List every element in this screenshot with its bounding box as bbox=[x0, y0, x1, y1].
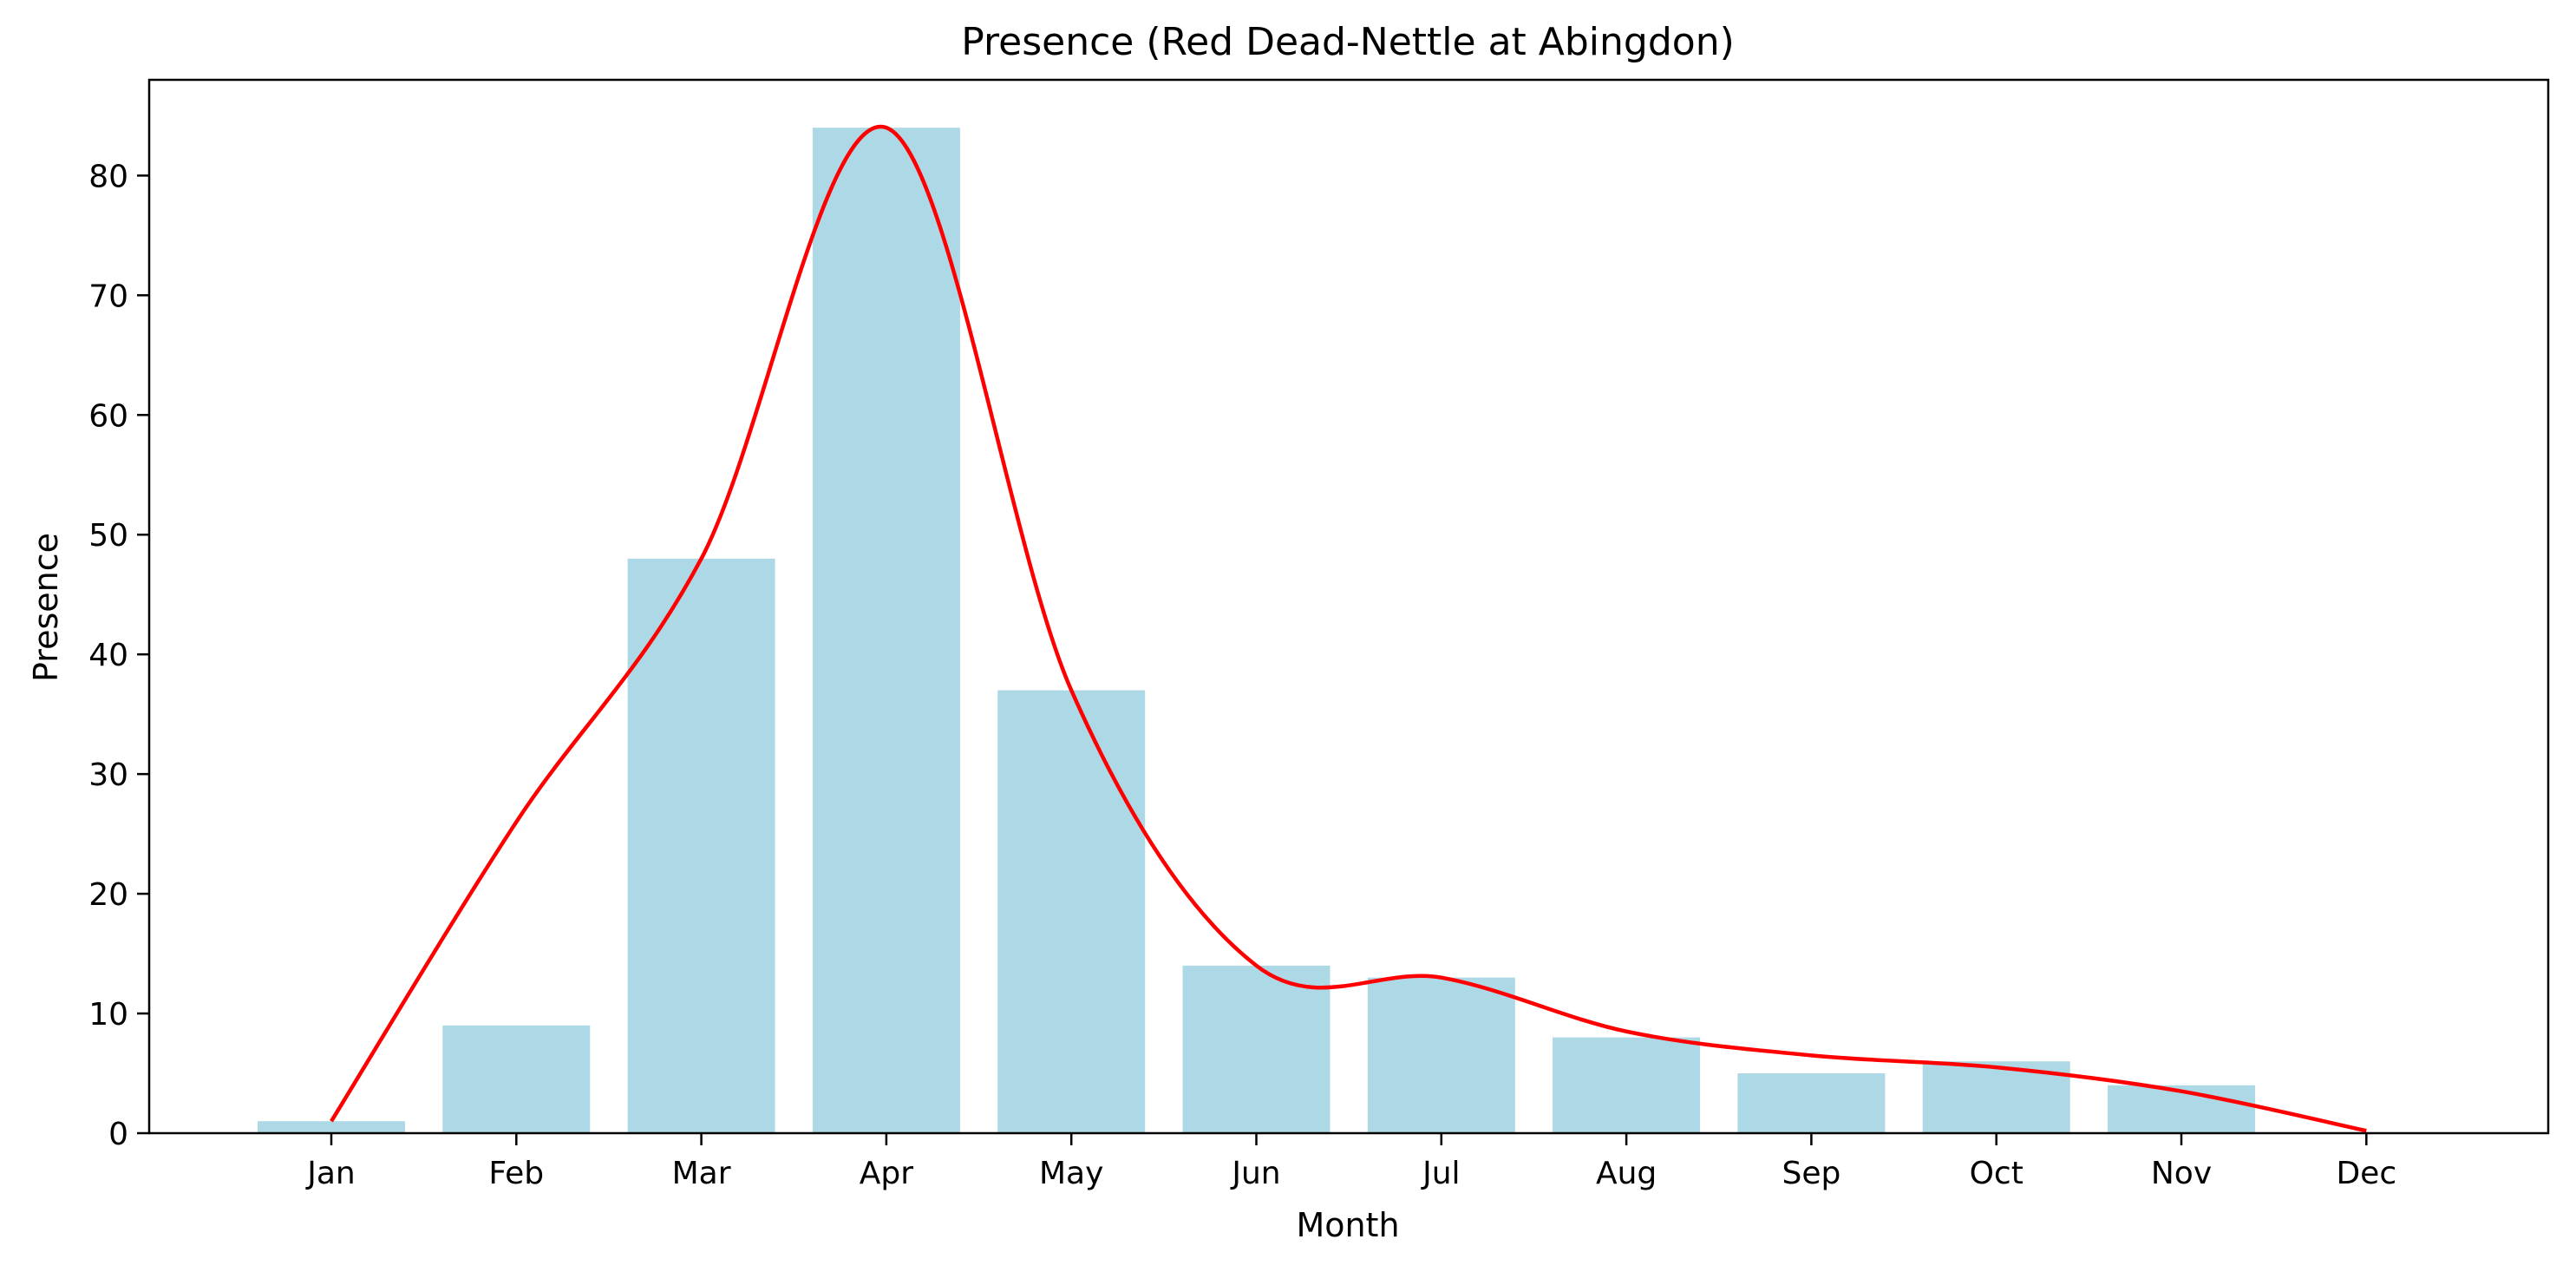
x-tick-label-sep: Sep bbox=[1782, 1156, 1840, 1191]
plot-frame bbox=[147, 78, 2550, 1135]
x-tick-label-feb: Feb bbox=[488, 1156, 544, 1191]
bar-series bbox=[258, 128, 2255, 1133]
bar-nov bbox=[2108, 1085, 2255, 1133]
y-tick-label: 80 bbox=[88, 159, 128, 194]
bar-jul bbox=[1367, 977, 1515, 1133]
bar-feb bbox=[442, 1025, 591, 1133]
x-tick-label-apr: Apr bbox=[860, 1156, 913, 1191]
x-tick-label-may: May bbox=[1039, 1156, 1103, 1191]
bar-jun bbox=[1182, 965, 1330, 1133]
trend-line bbox=[330, 124, 2367, 1133]
y-axis-label: Presence bbox=[27, 533, 65, 682]
y-tick-label: 40 bbox=[88, 638, 128, 673]
y-tick-label: 50 bbox=[88, 518, 128, 554]
x-axis-ticks: Jan Feb Mar Apr May Jun Jul Aug Sep Oct Nov Dec bbox=[305, 1133, 2396, 1191]
x-tick-label-dec: Dec bbox=[2336, 1156, 2396, 1191]
y-tick-label: 20 bbox=[88, 877, 128, 913]
trend-line-series bbox=[330, 124, 2367, 1133]
y-tick-label: 60 bbox=[88, 398, 128, 434]
y-tick-label: 70 bbox=[88, 279, 128, 314]
y-tick-label: 0 bbox=[108, 1117, 128, 1152]
x-tick-label-mar: Mar bbox=[672, 1156, 731, 1191]
x-axis-label: Month bbox=[1296, 1206, 1399, 1244]
x-tick-label-nov: Nov bbox=[2151, 1156, 2212, 1191]
x-tick-label-jul: Jul bbox=[1421, 1156, 1460, 1191]
x-tick-label-aug: Aug bbox=[1596, 1156, 1657, 1191]
y-axis-ticks: 0 10 20 30 40 50 60 70 80 bbox=[88, 159, 149, 1152]
bar-may bbox=[997, 690, 1146, 1133]
y-tick-label: 30 bbox=[88, 757, 128, 793]
chart-title: Presence (Red Dead-Nettle at Abingdon) bbox=[961, 20, 1735, 64]
y-tick-label: 10 bbox=[88, 997, 128, 1033]
bar-jan bbox=[258, 1121, 405, 1133]
bar-apr bbox=[812, 128, 960, 1133]
x-tick-label-jan: Jan bbox=[305, 1156, 356, 1191]
x-tick-label-jun: Jun bbox=[1230, 1156, 1280, 1191]
x-tick-label-oct: Oct bbox=[1970, 1156, 2024, 1191]
bar-sep bbox=[1737, 1073, 1886, 1133]
bar-aug bbox=[1553, 1037, 1701, 1133]
bar-mar bbox=[627, 558, 775, 1133]
